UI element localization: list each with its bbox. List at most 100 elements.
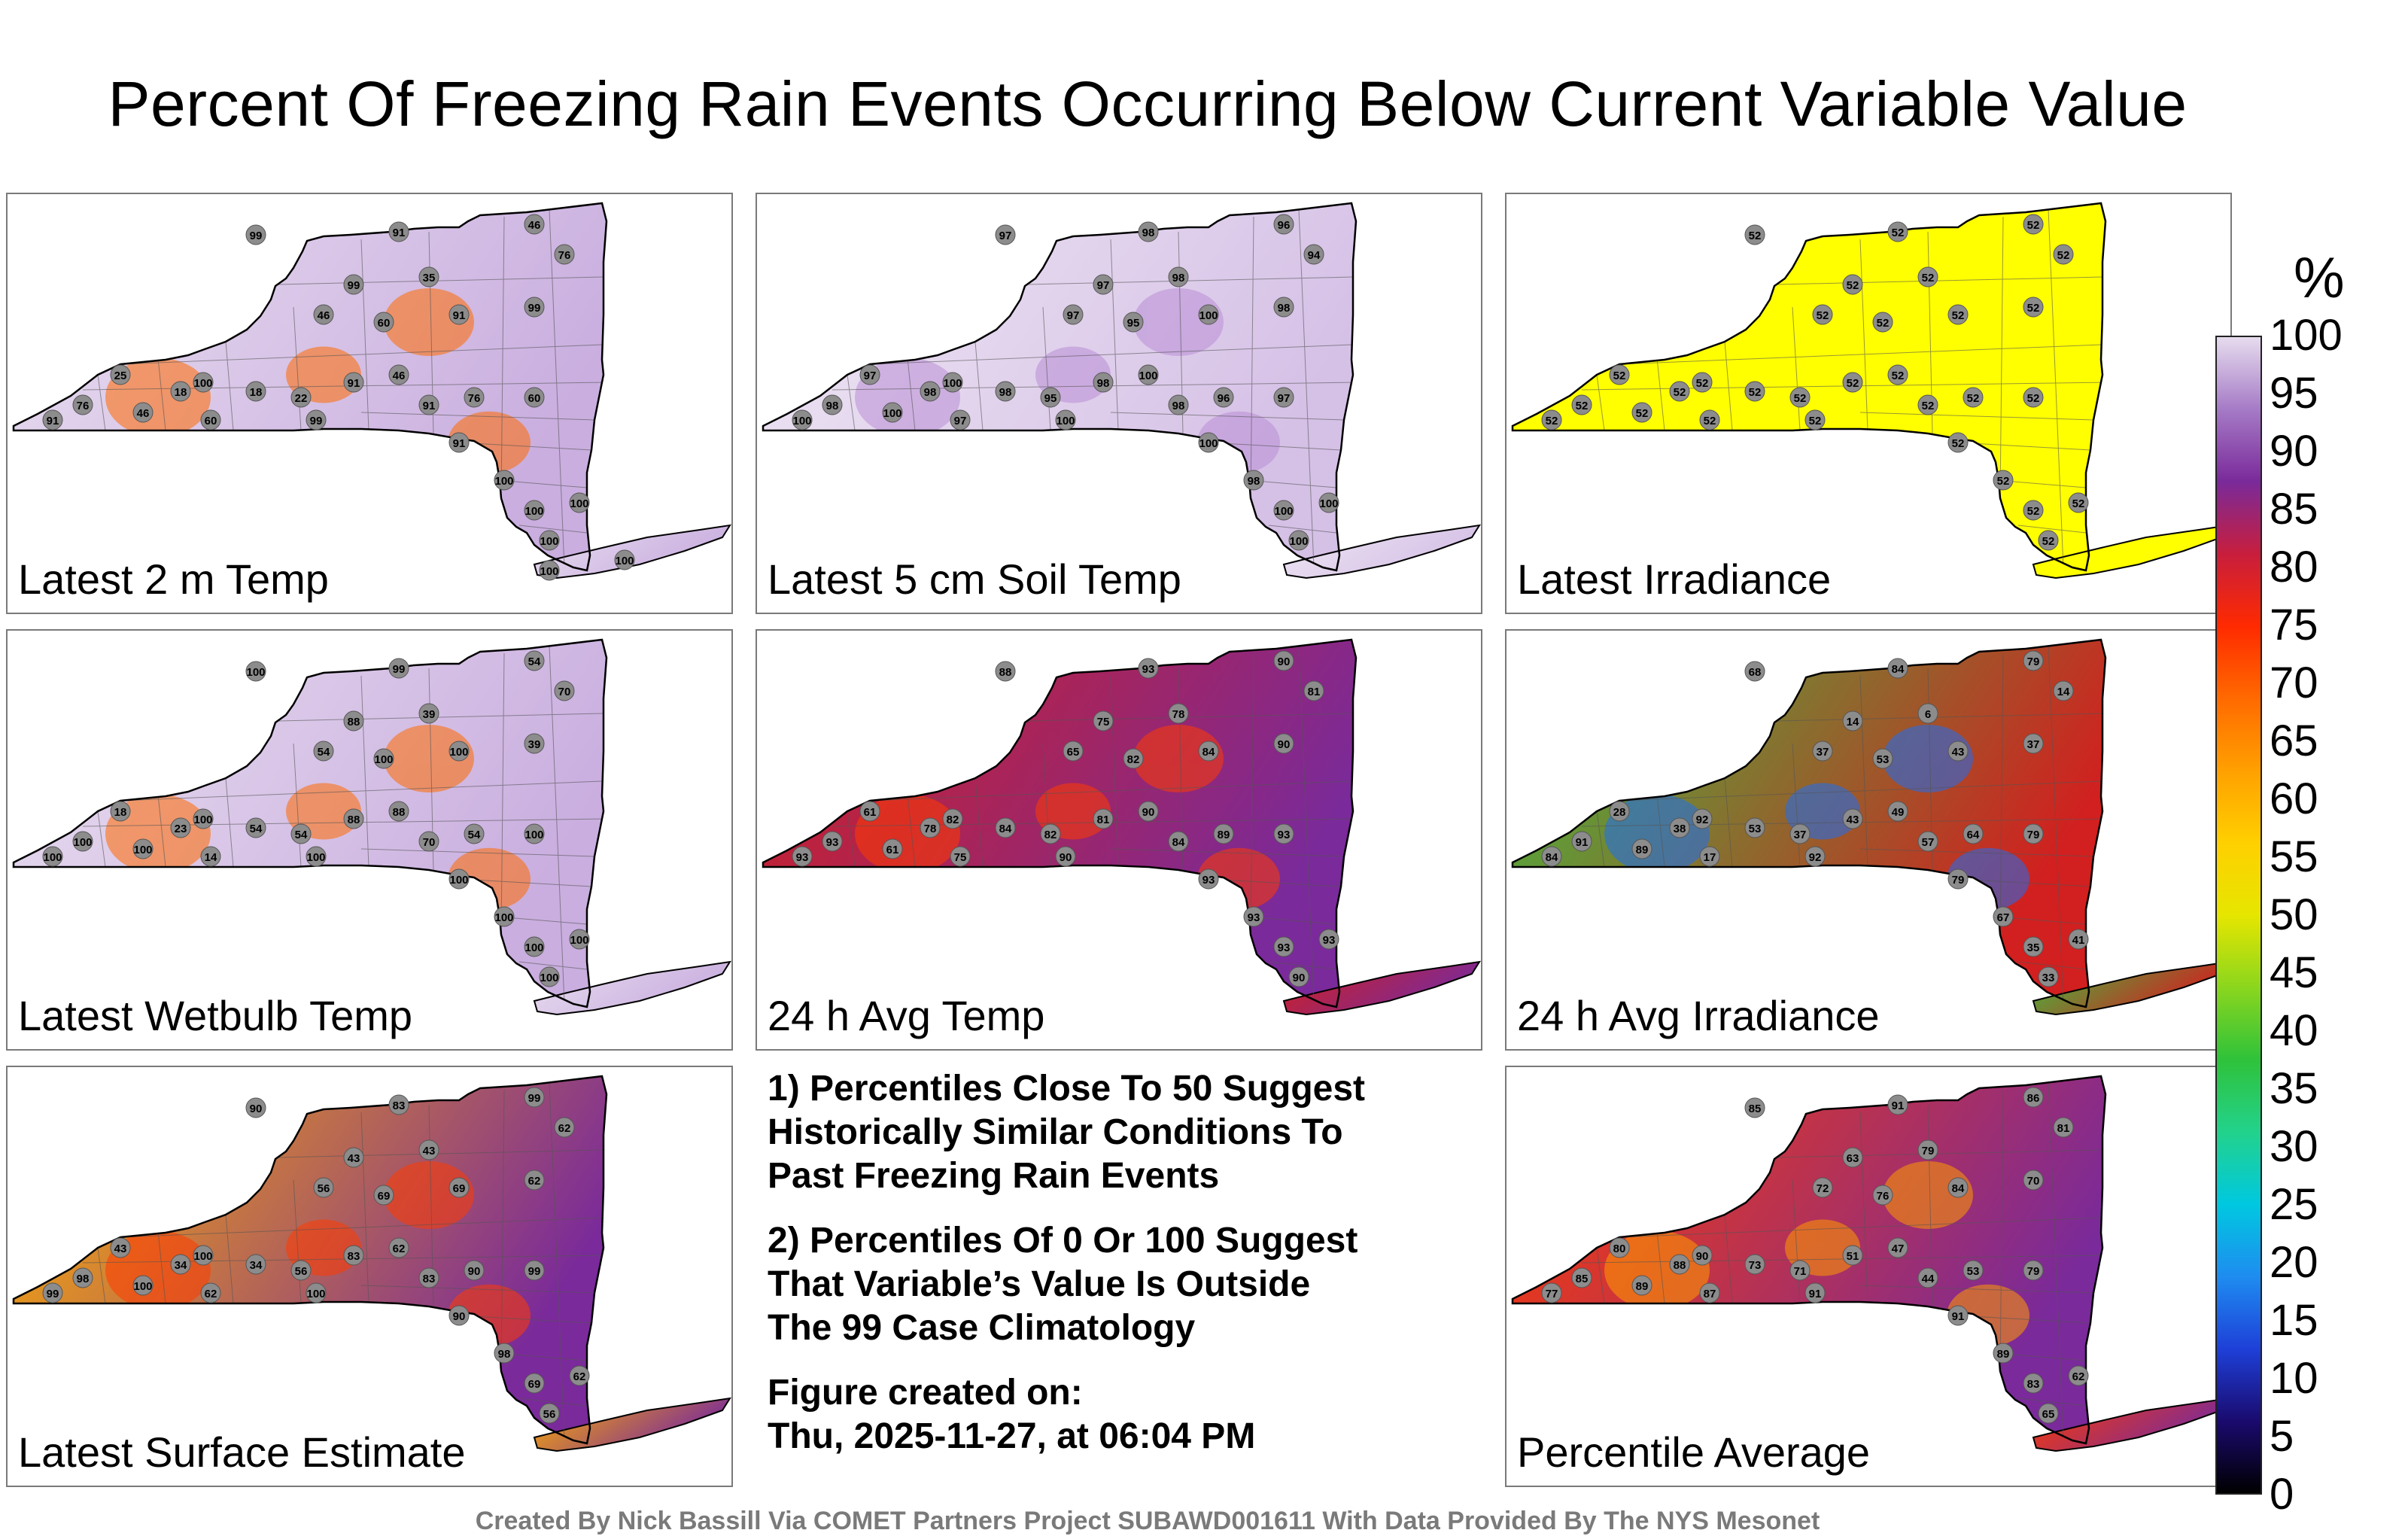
county-line <box>1110 412 1345 421</box>
county-line <box>360 675 369 868</box>
station-marker: 52 <box>1804 409 1826 430</box>
station-marker: 57 <box>1917 831 1938 852</box>
station-value: 83 <box>2027 1378 2040 1391</box>
station-value: 62 <box>573 1370 586 1383</box>
station-marker: 52 <box>1744 224 1765 245</box>
station-marker: 43 <box>418 1139 439 1160</box>
station-value: 100 <box>883 407 901 420</box>
station-marker: 35 <box>2023 936 2044 957</box>
station-value: 62 <box>393 1242 406 1255</box>
station-marker: 52 <box>1887 221 1908 242</box>
station-marker: 100 <box>1273 500 1294 521</box>
station-value: 44 <box>1922 1273 1935 1285</box>
station-marker: 54 <box>245 817 266 838</box>
station-marker: 54 <box>464 823 485 844</box>
station-value: 89 <box>1997 1348 2010 1361</box>
station-marker: 70 <box>418 831 439 852</box>
station-value: 91 <box>1809 1288 1822 1300</box>
station-marker: 100 <box>494 906 515 927</box>
county-line <box>500 1089 505 1372</box>
station-marker: 100 <box>524 823 545 844</box>
station-value: 92 <box>1809 851 1822 864</box>
shading-blob <box>105 357 211 437</box>
panel-label: Percentile Average <box>1517 1428 1871 1476</box>
station-marker: 14 <box>1842 710 1863 732</box>
station-marker: 52 <box>2023 500 2044 521</box>
station-marker: 39 <box>524 733 545 754</box>
figure-title: Percent Of Freezing Rain Events Occurrin… <box>108 68 2188 139</box>
colorbar <box>2215 336 2262 1495</box>
station-marker: 43 <box>343 1147 364 1168</box>
station-value: 100 <box>524 941 543 954</box>
station-marker: 90 <box>1273 733 1294 754</box>
station-marker: 62 <box>2068 1365 2089 1386</box>
county-line <box>278 276 604 285</box>
shading-blob <box>105 1230 211 1310</box>
station-value: 41 <box>2072 934 2085 947</box>
station-value: 43 <box>423 1145 436 1157</box>
station-marker: 89 <box>1631 1275 1652 1296</box>
station-value: 54 <box>318 746 330 759</box>
station-value: 37 <box>1817 746 1829 759</box>
long-island <box>533 524 731 579</box>
station-marker: 61 <box>859 801 880 822</box>
station-marker: 91 <box>418 394 439 415</box>
colorbar-tick-label: 55 <box>2270 832 2318 881</box>
county-line <box>1859 675 1868 868</box>
county-line <box>1656 794 1665 868</box>
station-marker: 100 <box>306 846 327 867</box>
station-value: 22 <box>295 392 308 405</box>
station-marker: 53 <box>1963 1260 1984 1281</box>
county-line <box>1777 1149 2103 1158</box>
station-value: 100 <box>193 1250 212 1263</box>
station-value: 97 <box>1278 392 1291 405</box>
station-marker: 70 <box>2023 1169 2044 1191</box>
station-value: 100 <box>524 829 543 841</box>
state-outline <box>1511 1075 2107 1445</box>
station-marker: 91 <box>388 221 409 242</box>
station-value: 96 <box>1278 219 1291 232</box>
station-marker: 88 <box>343 710 364 732</box>
station-marker: 91 <box>1571 831 1592 852</box>
station-marker: 52 <box>2023 387 2044 408</box>
station-value: 81 <box>1097 814 1110 826</box>
station-value: 90 <box>1696 1250 1709 1263</box>
ny-map: 68 84 79 14 6 14 37 53 43 37 28 38 17 53 37 43 49 57 64 79 8… <box>1511 638 2230 1016</box>
station-marker: 100 <box>569 929 590 950</box>
station-value: 72 <box>1817 1182 1829 1195</box>
station-marker: 99 <box>343 274 364 295</box>
station-marker: 90 <box>1692 1245 1713 1266</box>
station-marker: 52 <box>1842 372 1863 393</box>
station-value: 14 <box>205 851 217 864</box>
station-marker: 34 <box>245 1254 266 1275</box>
station-value: 52 <box>1847 377 1859 390</box>
station-marker: 100 <box>193 1245 214 1266</box>
station-value: 95 <box>1044 392 1057 405</box>
colorbar-tick-label: 50 <box>2270 890 2318 939</box>
map-panel-24h-irradiance: 68 84 79 14 6 14 37 53 43 37 28 38 17 53 37 43 49 57 64 79 8… <box>1505 629 2232 1051</box>
station-marker: 67 <box>1993 906 2014 927</box>
colorbar-unit: % <box>2294 246 2345 310</box>
station-value: 78 <box>1172 708 1185 721</box>
panel-label: Latest 5 cm Soil Temp <box>768 555 1181 603</box>
county-line <box>549 208 565 568</box>
colorbar-tick-label: 80 <box>2270 543 2318 592</box>
station-value: 17 <box>1704 851 1716 864</box>
station-value: 89 <box>1218 829 1230 841</box>
station-value: 52 <box>1997 475 2010 488</box>
station-marker: 69 <box>524 1373 545 1394</box>
station-marker: 100 <box>1055 409 1076 430</box>
station-marker: 83 <box>418 1267 439 1288</box>
station-marker: 99 <box>306 409 327 430</box>
station-marker: 100 <box>524 936 545 957</box>
station-marker: 93 <box>792 846 813 867</box>
station-value: 79 <box>2027 829 2040 841</box>
station-value: 84 <box>1202 746 1215 759</box>
station-value: 43 <box>348 1152 360 1165</box>
county-line <box>2017 961 2087 970</box>
station-marker: 18 <box>245 381 266 402</box>
station-marker: 89 <box>1213 823 1234 844</box>
county-line <box>1042 306 1051 431</box>
county-line <box>1268 961 1337 970</box>
station-marker: 81 <box>2053 1117 2074 1138</box>
